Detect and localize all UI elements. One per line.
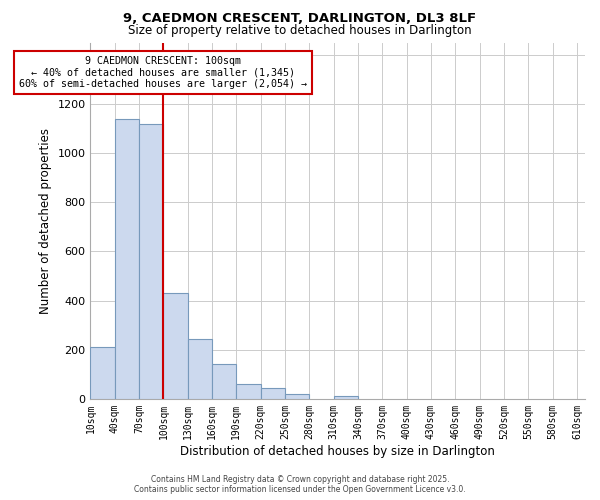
Bar (236, 384, 260, 399)
Bar (334, 396, 358, 399)
Bar (188, 338, 212, 399)
X-axis label: Distribution of detached houses by size in Darlington: Distribution of detached houses by size … (180, 444, 495, 458)
Bar (163, 293, 188, 399)
Text: 9 CAEDMON CRESCENT: 100sqm
← 40% of detached houses are smaller (1,345)
60% of s: 9 CAEDMON CRESCENT: 100sqm ← 40% of deta… (19, 56, 307, 89)
Bar (139, 124, 163, 399)
Bar (212, 364, 236, 399)
Bar (91, 347, 115, 399)
Text: 9, CAEDMON CRESCENT, DARLINGTON, DL3 8LF: 9, CAEDMON CRESCENT, DARLINGTON, DL3 8LF (124, 12, 476, 26)
Bar (285, 394, 310, 399)
Bar (115, 118, 139, 399)
Text: Size of property relative to detached houses in Darlington: Size of property relative to detached ho… (128, 24, 472, 37)
Y-axis label: Number of detached properties: Number of detached properties (39, 128, 52, 314)
Bar (260, 388, 285, 399)
Text: Contains HM Land Registry data © Crown copyright and database right 2025.
Contai: Contains HM Land Registry data © Crown c… (134, 474, 466, 494)
